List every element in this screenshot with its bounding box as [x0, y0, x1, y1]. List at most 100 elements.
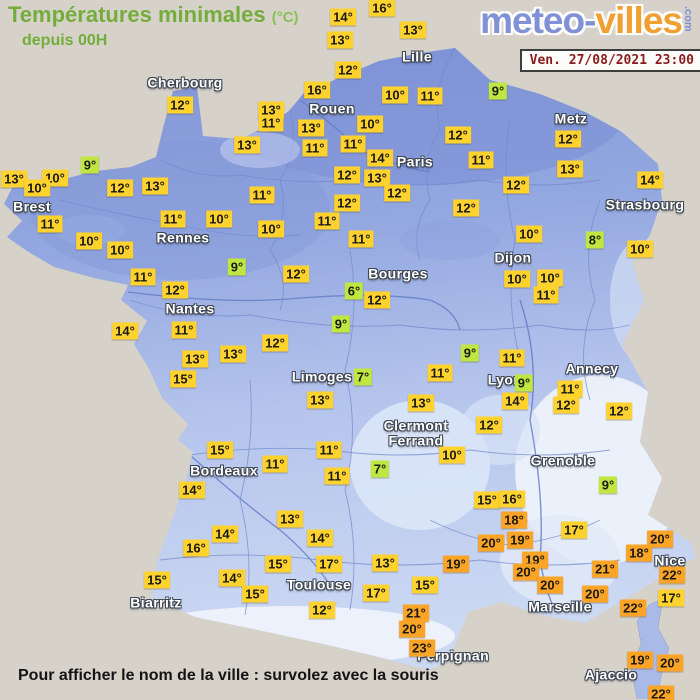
temp-badge[interactable]: 19°: [443, 555, 469, 573]
temp-badge[interactable]: 20°: [513, 563, 539, 581]
temp-badge[interactable]: 17°: [363, 584, 389, 602]
temp-badge[interactable]: 21°: [403, 604, 429, 622]
temp-badge[interactable]: 11°: [316, 441, 342, 459]
temp-badge[interactable]: 10°: [107, 241, 133, 259]
temp-badge[interactable]: 11°: [130, 268, 156, 286]
temp-badge[interactable]: 19°: [507, 531, 533, 549]
temp-badge[interactable]: 14°: [112, 322, 138, 340]
temp-badge[interactable]: 10°: [439, 446, 465, 464]
meteo-villes-logo[interactable]: meteo-villes.com: [480, 0, 694, 42]
temp-badge[interactable]: 12°: [445, 126, 471, 144]
temp-badge[interactable]: 20°: [537, 576, 563, 594]
temp-badge[interactable]: 13°: [372, 554, 398, 572]
temp-badge[interactable]: 11°: [340, 135, 366, 153]
temp-badge[interactable]: 10°: [258, 220, 284, 238]
temp-badge[interactable]: 16°: [304, 81, 330, 99]
temp-badge[interactable]: 11°: [324, 467, 350, 485]
temp-badge[interactable]: 12°: [606, 402, 632, 420]
temp-badge[interactable]: 12°: [309, 601, 335, 619]
temp-badge[interactable]: 20°: [657, 654, 683, 672]
temp-badge[interactable]: 15°: [144, 571, 170, 589]
temp-badge[interactable]: 11°: [533, 286, 559, 304]
temp-badge[interactable]: 13°: [557, 160, 583, 178]
temp-badge[interactable]: 7°: [353, 368, 373, 386]
temp-badge[interactable]: 12°: [334, 166, 360, 184]
temp-badge[interactable]: 12°: [107, 179, 133, 197]
temp-badge[interactable]: 20°: [478, 534, 504, 552]
temp-badge[interactable]: 9°: [460, 344, 480, 362]
temp-badge[interactable]: 23°: [409, 639, 435, 657]
temp-badge[interactable]: 10°: [357, 115, 383, 133]
temp-badge[interactable]: 15°: [242, 585, 268, 603]
temp-badge[interactable]: 14°: [330, 8, 356, 26]
temp-badge[interactable]: 9°: [331, 315, 351, 333]
temp-badge[interactable]: 20°: [647, 530, 673, 548]
temp-badge[interactable]: 12°: [167, 96, 193, 114]
temp-badge[interactable]: 11°: [468, 151, 494, 169]
temp-badge[interactable]: 13°: [298, 119, 324, 137]
temp-badge[interactable]: 10°: [24, 179, 50, 197]
temp-badge[interactable]: 10°: [537, 269, 563, 287]
temp-badge[interactable]: 12°: [476, 416, 502, 434]
temp-badge[interactable]: 12°: [162, 281, 188, 299]
temp-badge[interactable]: 20°: [399, 620, 425, 638]
temp-badge[interactable]: 13°: [182, 350, 208, 368]
temp-badge[interactable]: 15°: [474, 491, 500, 509]
temp-badge[interactable]: 13°: [408, 394, 434, 412]
temp-badge[interactable]: 12°: [335, 61, 361, 79]
temp-badge[interactable]: 11°: [499, 349, 525, 367]
temp-badge[interactable]: 11°: [302, 139, 328, 157]
temp-badge[interactable]: 18°: [626, 544, 652, 562]
temp-badge[interactable]: 11°: [314, 212, 340, 230]
temp-badge[interactable]: 14°: [179, 481, 205, 499]
temp-badge[interactable]: 15°: [265, 555, 291, 573]
temp-badge[interactable]: 11°: [160, 210, 186, 228]
temp-badge[interactable]: 11°: [171, 321, 197, 339]
temp-badge[interactable]: 13°: [327, 31, 353, 49]
temp-badge[interactable]: 17°: [561, 521, 587, 539]
temp-badge[interactable]: 8°: [585, 231, 605, 249]
temp-badge[interactable]: 17°: [316, 555, 342, 573]
temp-badge[interactable]: 12°: [553, 396, 579, 414]
temp-badge[interactable]: 12°: [283, 265, 309, 283]
temp-badge[interactable]: 13°: [364, 169, 390, 187]
temp-badge[interactable]: 10°: [504, 270, 530, 288]
temp-badge[interactable]: 13°: [234, 136, 260, 154]
temp-badge[interactable]: 19°: [627, 651, 653, 669]
temp-badge[interactable]: 12°: [384, 184, 410, 202]
temp-badge[interactable]: 9°: [514, 374, 534, 392]
temp-badge[interactable]: 16°: [369, 0, 395, 17]
temp-badge[interactable]: 14°: [212, 525, 238, 543]
temp-badge[interactable]: 13°: [400, 21, 426, 39]
temp-badge[interactable]: 12°: [453, 199, 479, 217]
temp-badge[interactable]: 14°: [637, 171, 663, 189]
temp-badge[interactable]: 10°: [382, 86, 408, 104]
temp-badge[interactable]: 11°: [348, 230, 374, 248]
temp-badge[interactable]: 20°: [582, 585, 608, 603]
temp-badge[interactable]: 13°: [142, 177, 168, 195]
temp-badge[interactable]: 14°: [307, 529, 333, 547]
temp-badge[interactable]: 16°: [183, 539, 209, 557]
temp-badge[interactable]: 9°: [488, 82, 508, 100]
temp-badge[interactable]: 10°: [516, 225, 542, 243]
temp-badge[interactable]: 22°: [620, 599, 646, 617]
temp-badge[interactable]: 12°: [262, 334, 288, 352]
temp-badge[interactable]: 15°: [170, 370, 196, 388]
temp-badge[interactable]: 10°: [627, 240, 653, 258]
temp-badge[interactable]: 12°: [555, 130, 581, 148]
temp-badge[interactable]: 11°: [427, 364, 453, 382]
temp-badge[interactable]: 9°: [598, 476, 618, 494]
temp-badge[interactable]: 11°: [417, 87, 443, 105]
temp-badge[interactable]: 7°: [370, 460, 390, 478]
temp-badge[interactable]: 22°: [659, 566, 685, 584]
temp-badge[interactable]: 10°: [206, 210, 232, 228]
temp-badge[interactable]: 18°: [501, 511, 527, 529]
temp-badge[interactable]: 13°: [1, 170, 27, 188]
temp-badge[interactable]: 14°: [502, 392, 528, 410]
temp-badge[interactable]: 21°: [592, 560, 618, 578]
temp-badge[interactable]: 13°: [258, 101, 284, 119]
temp-badge[interactable]: 11°: [37, 215, 63, 233]
temp-badge[interactable]: 10°: [76, 232, 102, 250]
temp-badge[interactable]: 6°: [344, 282, 364, 300]
temp-badge[interactable]: 11°: [557, 380, 583, 398]
